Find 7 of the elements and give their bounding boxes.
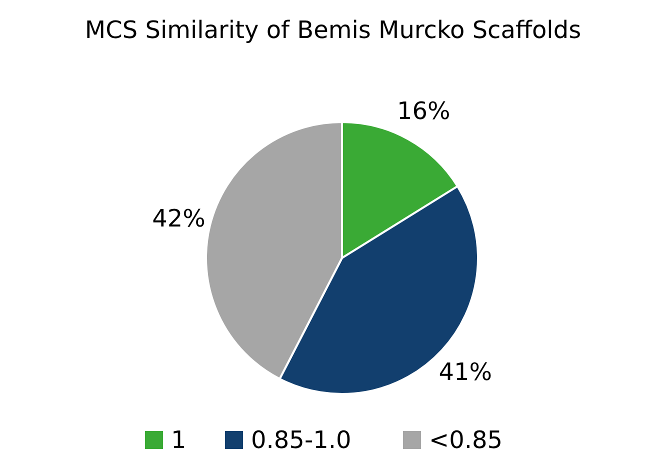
data-label: 41%	[438, 358, 492, 386]
chart-title: MCS Similarity of Bemis Murcko Scaffolds	[84, 16, 582, 44]
data-label: 16%	[397, 97, 450, 126]
legend-label: 1	[171, 426, 186, 454]
legend-label: 0.85-1.0	[251, 426, 352, 454]
legend-label: <0.85	[429, 426, 503, 454]
data-label: 42%	[152, 204, 206, 232]
